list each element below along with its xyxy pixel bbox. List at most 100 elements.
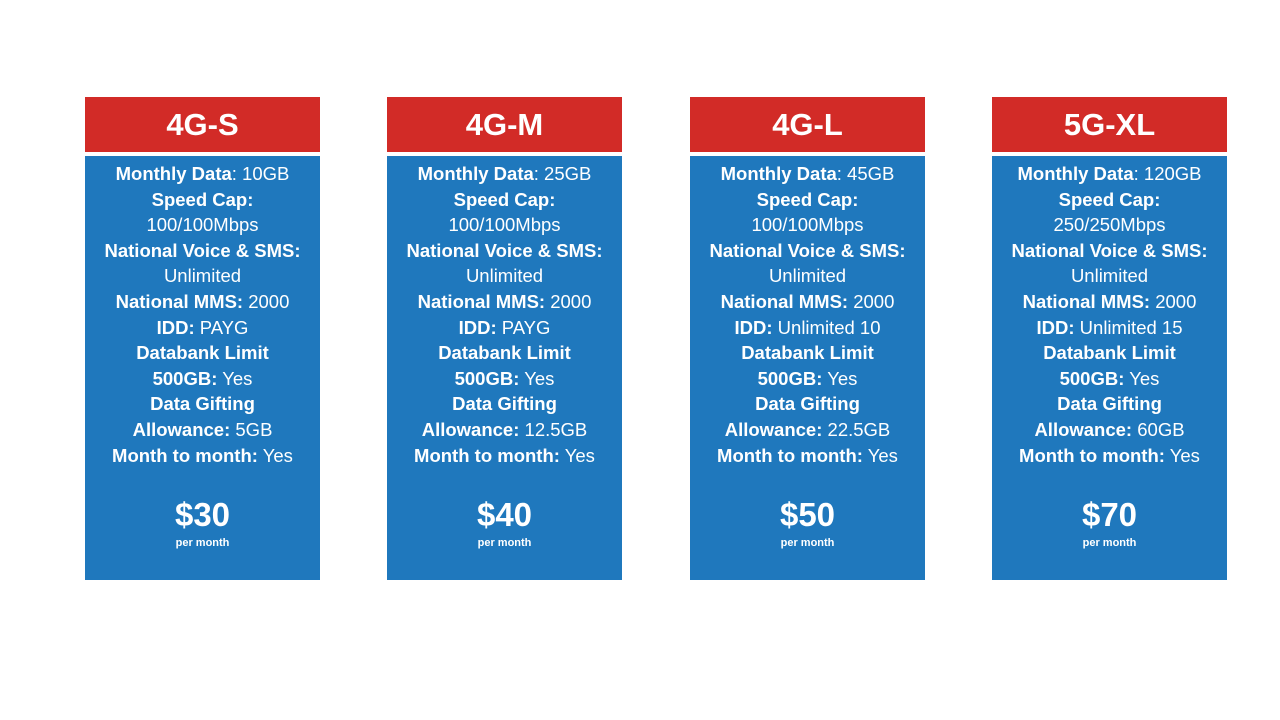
feature-label: National MMS:	[417, 290, 546, 312]
feature-label: National Voice & SMS:	[1011, 239, 1208, 261]
feature-label: Monthly Data	[417, 163, 534, 184]
feature-line: Databank Limit	[85, 340, 320, 366]
feature-line: Data Gifting	[85, 391, 320, 417]
plan-price: $40	[476, 496, 533, 534]
feature-label: Databank Limit	[136, 342, 269, 364]
plan-price: $30	[174, 496, 231, 534]
feature-label: IDD:	[734, 316, 773, 338]
feature-line: Month to month: Yes	[690, 443, 925, 469]
plan-details: Monthly Data: 25GB Speed Cap: 100/100Mbps N…	[387, 156, 622, 580]
plan-price: $50	[779, 496, 836, 534]
feature-line: IDD: PAYG	[387, 315, 622, 341]
feature-line: Allowance: 12.5GB	[387, 417, 622, 443]
feature-label: Allowance:	[1034, 418, 1133, 440]
feature-line: IDD: PAYG	[85, 315, 320, 341]
feature-label: Speed Cap:	[151, 188, 254, 210]
feature-value: 2000	[545, 290, 592, 312]
feature-value: : 45GB	[836, 163, 895, 184]
plan-price: $70	[1081, 496, 1138, 534]
feature-value: Yes	[519, 367, 555, 389]
feature-value: : 120GB	[1133, 163, 1202, 184]
feature-line: National MMS: 2000	[992, 289, 1227, 315]
feature-line: IDD: Unlimited 10	[690, 315, 925, 341]
feature-line: Speed Cap:	[690, 187, 925, 213]
feature-label: 500GB:	[454, 367, 520, 389]
feature-label: Speed Cap:	[756, 188, 859, 210]
feature-value: 2000	[848, 290, 895, 312]
feature-label: Speed Cap:	[453, 188, 556, 210]
feature-label: Allowance:	[724, 418, 823, 440]
feature-line: Data Gifting	[690, 391, 925, 417]
feature-value: 12.5GB	[519, 418, 588, 440]
feature-value: 5GB	[230, 418, 273, 440]
feature-line: 500GB: Yes	[387, 366, 622, 392]
feature-list: Monthly Data: 25GB Speed Cap: 100/100Mbps N…	[387, 161, 622, 468]
feature-label: 500GB:	[152, 367, 218, 389]
feature-label: Data Gifting	[755, 393, 860, 415]
feature-line: Monthly Data: 10GB	[85, 161, 320, 187]
feature-label: Month to month:	[717, 444, 863, 466]
price-period: per month	[175, 537, 230, 550]
feature-value: Unlimited	[768, 265, 847, 287]
price-period: per month	[477, 537, 532, 550]
feature-line: Month to month: Yes	[387, 443, 622, 469]
feature-value: 60GB	[1132, 418, 1185, 440]
feature-value: Yes	[822, 367, 858, 389]
feature-value: Yes	[559, 444, 595, 466]
feature-label: National MMS:	[115, 290, 244, 312]
feature-value: Unlimited 10	[772, 316, 881, 338]
feature-value: 100/100Mbps	[448, 214, 561, 236]
feature-label: Databank Limit	[1043, 342, 1176, 364]
feature-label: National MMS:	[1022, 290, 1151, 312]
feature-label: Monthly Data	[720, 163, 837, 184]
feature-label: IDD:	[458, 316, 497, 338]
feature-line: 100/100Mbps	[387, 212, 622, 238]
feature-value: Yes	[1124, 367, 1160, 389]
feature-value: Yes	[257, 444, 293, 466]
feature-line: National Voice & SMS:	[992, 238, 1227, 264]
feature-line: Unlimited	[85, 263, 320, 289]
feature-line: 100/100Mbps	[690, 212, 925, 238]
feature-line: Data Gifting	[992, 391, 1227, 417]
feature-value: Yes	[1164, 444, 1200, 466]
feature-value: 2000	[1150, 290, 1197, 312]
feature-line: Unlimited	[387, 263, 622, 289]
feature-line: Speed Cap:	[387, 187, 622, 213]
feature-line: Allowance: 60GB	[992, 417, 1227, 443]
feature-label: Month to month:	[1019, 444, 1165, 466]
feature-line: Month to month: Yes	[992, 443, 1227, 469]
feature-line: Monthly Data: 25GB	[387, 161, 622, 187]
feature-value: PAYG	[194, 316, 249, 338]
feature-line: Data Gifting	[387, 391, 622, 417]
feature-label: Monthly Data	[115, 163, 232, 184]
feature-line: National MMS: 2000	[387, 289, 622, 315]
plan-name: 4G-M	[387, 97, 622, 152]
plan-card: 4G-S Monthly Data: 10GB Speed Cap: 100/100M…	[85, 97, 320, 580]
feature-label: National Voice & SMS:	[406, 239, 603, 261]
feature-line: Databank Limit	[387, 340, 622, 366]
feature-line: Speed Cap:	[85, 187, 320, 213]
feature-line: Unlimited	[690, 263, 925, 289]
feature-label: 500GB:	[757, 367, 823, 389]
feature-label: National Voice & SMS:	[104, 239, 301, 261]
feature-value: Yes	[217, 367, 253, 389]
feature-label: Allowance:	[132, 418, 231, 440]
feature-label: Allowance:	[421, 418, 520, 440]
feature-label: IDD:	[1036, 316, 1075, 338]
feature-line: Databank Limit	[992, 340, 1227, 366]
feature-line: National MMS: 2000	[690, 289, 925, 315]
feature-value: : 10GB	[231, 163, 290, 184]
feature-line: 250/250Mbps	[992, 212, 1227, 238]
feature-label: Month to month:	[112, 444, 258, 466]
feature-label: Monthly Data	[1017, 163, 1134, 184]
feature-value: Unlimited	[1070, 265, 1149, 287]
feature-label: Data Gifting	[1057, 393, 1162, 415]
feature-line: 500GB: Yes	[85, 366, 320, 392]
plan-card: 5G-XL Monthly Data: 120GB Speed Cap: 250/25…	[992, 97, 1227, 580]
feature-line: 500GB: Yes	[992, 366, 1227, 392]
feature-value: Unlimited	[163, 265, 242, 287]
feature-value: 2000	[243, 290, 290, 312]
feature-label: Data Gifting	[150, 393, 255, 415]
feature-line: Monthly Data: 120GB	[992, 161, 1227, 187]
feature-label: 500GB:	[1059, 367, 1125, 389]
